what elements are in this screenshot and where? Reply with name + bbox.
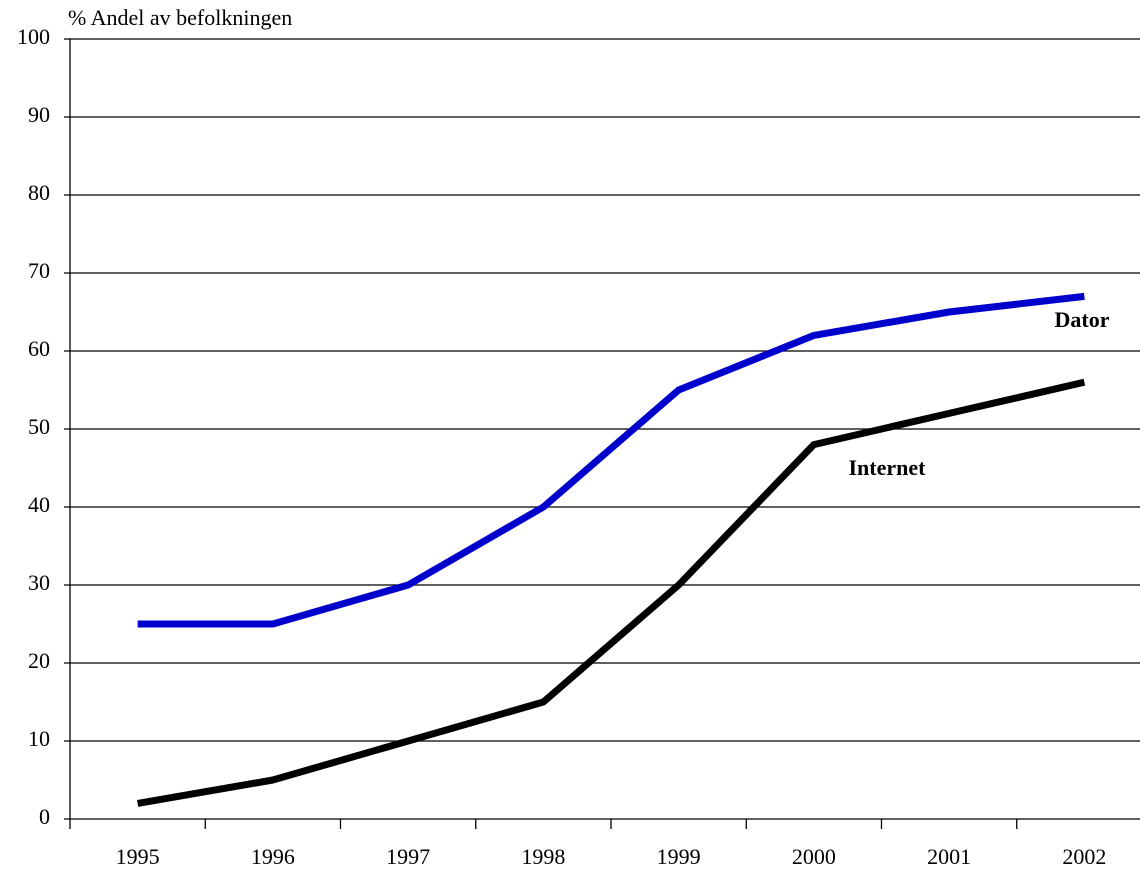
x-tick-label: 1999 bbox=[657, 844, 701, 869]
x-tick-label: 2002 bbox=[1062, 844, 1106, 869]
x-tick-label: 1998 bbox=[521, 844, 565, 869]
series-label: Dator bbox=[1055, 307, 1110, 332]
x-tick-label: 1997 bbox=[386, 844, 430, 869]
y-axis-label: % Andel av befolkningen bbox=[68, 5, 292, 30]
y-tick-label: 100 bbox=[17, 24, 50, 49]
y-tick-label: 0 bbox=[39, 804, 50, 829]
y-tick-label: 40 bbox=[28, 492, 50, 517]
y-tick-label: 90 bbox=[28, 102, 50, 127]
series-label: Internet bbox=[849, 455, 927, 480]
x-tick-label: 1996 bbox=[251, 844, 295, 869]
y-tick-label: 60 bbox=[28, 336, 50, 361]
y-tick-label: 20 bbox=[28, 648, 50, 673]
series-line bbox=[137, 292, 1085, 628]
series-line bbox=[137, 378, 1086, 807]
x-tick-label: 2001 bbox=[927, 844, 971, 869]
y-tick-label: 30 bbox=[28, 570, 50, 595]
y-tick-label: 70 bbox=[28, 258, 50, 283]
x-tick-label: 2000 bbox=[792, 844, 836, 869]
y-tick-label: 50 bbox=[28, 414, 50, 439]
y-tick-label: 80 bbox=[28, 180, 50, 205]
x-tick-label: 1995 bbox=[116, 844, 160, 869]
y-tick-label: 10 bbox=[28, 726, 50, 751]
